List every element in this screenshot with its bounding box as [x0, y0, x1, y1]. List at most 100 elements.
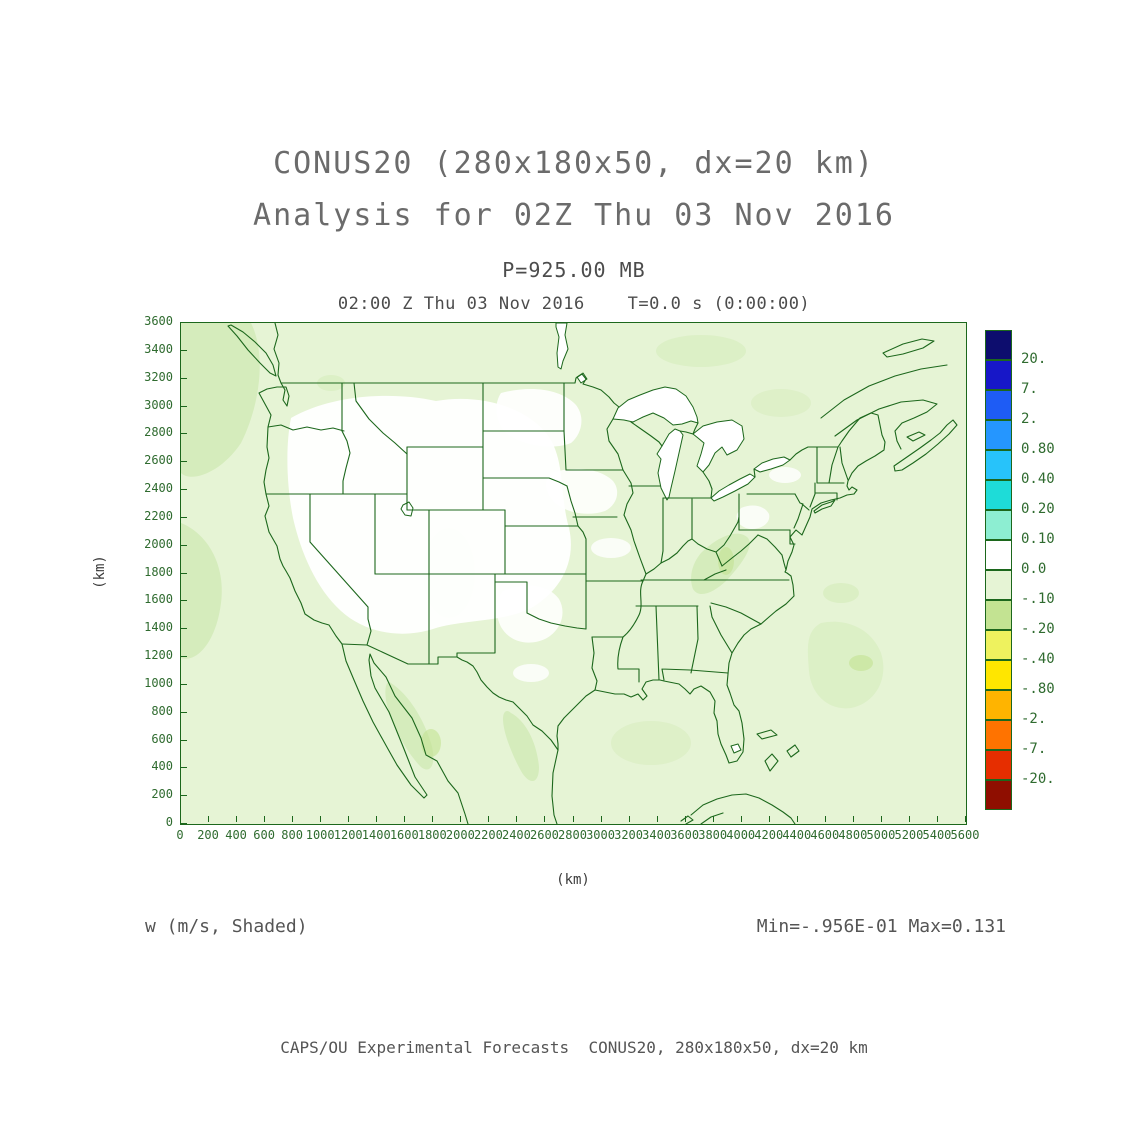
lake-michigan: [656, 428, 684, 501]
prince-edward-island: [906, 431, 926, 442]
x-tick-label: 1800: [417, 828, 447, 842]
colorbar-segment: [985, 630, 1012, 660]
colorbar-level-label: 0.40: [1021, 471, 1055, 487]
colorbar-level-label: -.20: [1021, 621, 1055, 637]
isle-of-youth: [680, 815, 694, 824]
y-tick-mark: [181, 600, 187, 602]
y-tick-label: 200: [151, 787, 173, 802]
x-tick-mark: [544, 816, 546, 822]
map-coastlines: [227, 323, 958, 824]
x-tick-label: 1200: [333, 828, 363, 842]
anticosti-island: [882, 338, 935, 358]
y-tick-label: 1400: [144, 620, 173, 635]
colorbar-level-label: 0.0: [1021, 561, 1047, 577]
y-tick-mark: [181, 433, 187, 435]
x-tick-label: 4200: [754, 828, 784, 842]
x-tick-label: 5200: [894, 828, 924, 842]
x-tick-mark: [404, 816, 406, 822]
x-tick-mark: [852, 816, 854, 822]
y-tick-label: 2600: [144, 453, 173, 468]
map-lakes: [400, 323, 791, 754]
colorbar-segment: [985, 510, 1012, 540]
x-tick-mark: [965, 816, 966, 822]
x-tick-mark: [572, 816, 574, 822]
y-tick-label: 0: [165, 815, 173, 829]
x-tick-mark: [656, 816, 658, 822]
nova-scotia: [893, 419, 958, 472]
y-tick-mark: [181, 628, 187, 630]
y-tick-label: 400: [151, 759, 173, 774]
lake-huron: [692, 419, 745, 473]
x-axis-unit-label: (km): [556, 872, 590, 888]
y-tick-label: 2800: [144, 425, 173, 440]
colorbar-level-label: 0.20: [1021, 501, 1055, 517]
bahamas-1: [756, 729, 778, 740]
y-tick-mark: [181, 349, 187, 351]
x-tick-mark: [824, 816, 826, 822]
lake-okeechobee: [730, 743, 742, 754]
colorbar-level-label: -20.: [1021, 771, 1055, 787]
cuba-south: [700, 812, 724, 824]
gaspe-new-brunswick: [834, 399, 938, 450]
colorbar-level-label: 7.: [1021, 381, 1038, 397]
lake-superior: [612, 386, 699, 426]
x-tick-mark: [768, 816, 770, 822]
y-tick-label: 3200: [144, 369, 173, 384]
st-lawrence-north-shore: [820, 364, 948, 419]
x-tick-label: 1600: [389, 828, 419, 842]
x-tick-label: 5600: [950, 828, 980, 842]
y-tick-mark: [181, 711, 187, 713]
chesapeake-bay: [781, 554, 787, 571]
y-tick-mark: [181, 461, 187, 463]
colorbar-level-label: -.10: [1021, 591, 1055, 607]
x-tick-mark: [516, 816, 518, 822]
colorbar-segment: [985, 420, 1012, 450]
x-tick-mark: [936, 816, 938, 822]
map-state-borders: [265, 382, 849, 751]
y-tick-mark: [181, 516, 187, 518]
vancouver-island: [227, 324, 277, 377]
lake-erie: [710, 473, 756, 502]
y-tick-mark: [181, 795, 187, 797]
y-tick-mark: [181, 377, 187, 379]
map-shading: [181, 323, 884, 782]
valid-time-label: 02:00 Z Thu 03 Nov 2016 T=0.0 s (0:00:00…: [337, 294, 811, 314]
x-tick-mark: [208, 816, 210, 822]
x-tick-mark: [796, 816, 798, 822]
x-tick-label: 2600: [530, 828, 559, 842]
x-tick-mark: [712, 816, 714, 822]
x-tick-mark: [460, 816, 462, 822]
colorbar-level-label: 0.80: [1021, 441, 1055, 457]
y-tick-mark: [181, 823, 187, 824]
colorbar-segment: [985, 750, 1012, 780]
x-tick-label: 3400: [642, 828, 672, 842]
x-tick-mark: [292, 816, 294, 822]
gulf-atlantic-coast: [556, 412, 886, 764]
colorbar-segment: [985, 360, 1012, 390]
credit-line: CAPS/OU Experimental Forecasts CONUS20, …: [280, 1038, 868, 1057]
y-tick-mark: [181, 572, 187, 574]
x-tick-mark: [880, 816, 882, 822]
bahamas-3: [786, 744, 800, 758]
colorbar-level-label: 0.10: [1021, 531, 1055, 547]
x-tick-mark: [600, 816, 602, 822]
x-tick-mark: [376, 816, 378, 822]
x-tick-mark: [628, 816, 630, 822]
st-marys-river: [692, 422, 699, 435]
y-tick-mark: [181, 656, 187, 657]
bahamas-2: [764, 753, 779, 772]
lake-winnipeg: [555, 323, 569, 370]
colorbar-level-label: 2.: [1021, 411, 1038, 427]
x-tick-label: 600: [253, 828, 275, 842]
mackinac-shore: [679, 430, 694, 435]
colorbar-segment: [985, 390, 1012, 420]
x-tick-label: 3200: [614, 828, 644, 842]
x-tick-label: 3000: [586, 828, 615, 842]
colorbar-level-label: -2.: [1021, 711, 1047, 727]
y-tick-label: 3400: [144, 341, 173, 356]
x-tick-mark: [180, 816, 181, 822]
minmax-label: Min=-.956E-01 Max=0.131: [756, 916, 1006, 937]
colorbar-segment: [985, 660, 1012, 690]
colorbar-level-label: -.40: [1021, 651, 1055, 667]
y-tick-label: 2200: [144, 508, 173, 523]
